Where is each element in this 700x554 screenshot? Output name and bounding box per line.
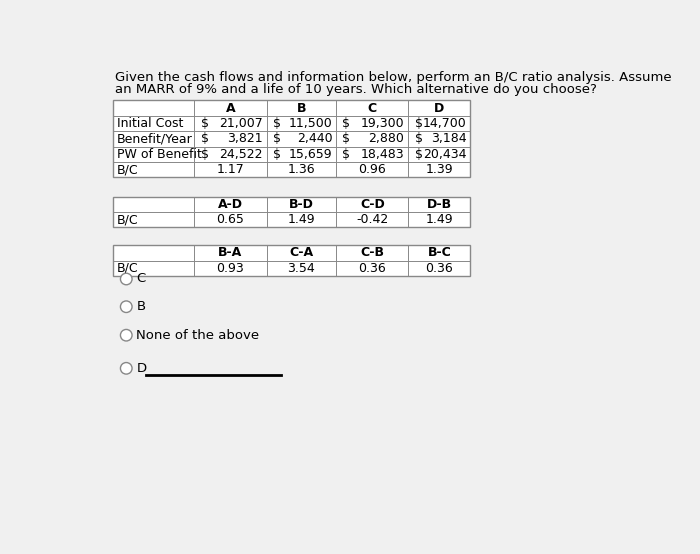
Text: 18,483: 18,483 [361, 148, 405, 161]
Text: B/C: B/C [117, 163, 139, 176]
Text: 0.36: 0.36 [358, 261, 386, 275]
Text: $: $ [414, 132, 423, 145]
Text: $: $ [342, 117, 351, 130]
Bar [113, 100, 470, 177]
Text: D-B: D-B [427, 198, 452, 211]
Text: $: $ [342, 132, 351, 145]
Text: 3.54: 3.54 [288, 261, 315, 275]
Text: Benefit/Year: Benefit/Year [117, 132, 192, 145]
Text: an MARR of 9% and a life of 10 years. Which alternative do you choose?: an MARR of 9% and a life of 10 years. Wh… [115, 83, 596, 96]
Text: B/C: B/C [117, 261, 139, 275]
Text: 2,440: 2,440 [297, 132, 332, 145]
Text: PW of Benefit: PW of Benefit [117, 148, 202, 161]
Text: 3,184: 3,184 [431, 132, 466, 145]
Text: B: B [136, 300, 146, 313]
Text: 0.96: 0.96 [358, 163, 386, 176]
Text: $: $ [201, 148, 209, 161]
Text: 15,659: 15,659 [289, 148, 332, 161]
Circle shape [120, 301, 132, 312]
Text: 21,007: 21,007 [219, 117, 262, 130]
Bar [113, 245, 470, 276]
Circle shape [120, 273, 132, 285]
Text: 24,522: 24,522 [219, 148, 262, 161]
Text: None of the above: None of the above [136, 329, 260, 342]
Text: $: $ [273, 132, 281, 145]
Text: 1.17: 1.17 [216, 163, 244, 176]
Text: 1.49: 1.49 [426, 213, 453, 226]
Text: $: $ [273, 148, 281, 161]
Text: C-D: C-D [360, 198, 385, 211]
Text: D: D [434, 101, 444, 115]
Text: 11,500: 11,500 [288, 117, 332, 130]
Text: 1.49: 1.49 [288, 213, 315, 226]
Text: Given the cash flows and information below, perform an B/C ratio analysis. Assum: Given the cash flows and information bel… [115, 71, 671, 84]
Text: 2,880: 2,880 [369, 132, 405, 145]
Text: B: B [297, 101, 306, 115]
Text: C-B: C-B [360, 247, 384, 259]
Text: C: C [368, 101, 377, 115]
Text: C: C [136, 273, 146, 285]
Text: 14,700: 14,700 [423, 117, 466, 130]
Text: $: $ [414, 148, 423, 161]
Text: D: D [136, 362, 146, 375]
Text: 0.36: 0.36 [426, 261, 453, 275]
Text: $: $ [201, 132, 209, 145]
Text: B-D: B-D [289, 198, 314, 211]
Bar [113, 197, 470, 227]
Text: $: $ [342, 148, 351, 161]
Circle shape [120, 330, 132, 341]
Circle shape [120, 362, 132, 374]
Text: B/C: B/C [117, 213, 139, 226]
Text: A-D: A-D [218, 198, 243, 211]
Text: B-A: B-A [218, 247, 243, 259]
Text: 0.65: 0.65 [216, 213, 244, 226]
Text: $: $ [201, 117, 209, 130]
Text: $: $ [414, 117, 423, 130]
Text: 19,300: 19,300 [361, 117, 405, 130]
Text: C-A: C-A [289, 247, 314, 259]
Text: -0.42: -0.42 [356, 213, 389, 226]
Text: 1.39: 1.39 [426, 163, 453, 176]
Text: A: A [225, 101, 235, 115]
Text: Initial Cost: Initial Cost [117, 117, 183, 130]
Text: 1.36: 1.36 [288, 163, 315, 176]
Text: $: $ [273, 117, 281, 130]
Text: 3,821: 3,821 [227, 132, 262, 145]
Text: B-C: B-C [428, 247, 452, 259]
Text: 0.93: 0.93 [216, 261, 244, 275]
Text: 20,434: 20,434 [423, 148, 466, 161]
